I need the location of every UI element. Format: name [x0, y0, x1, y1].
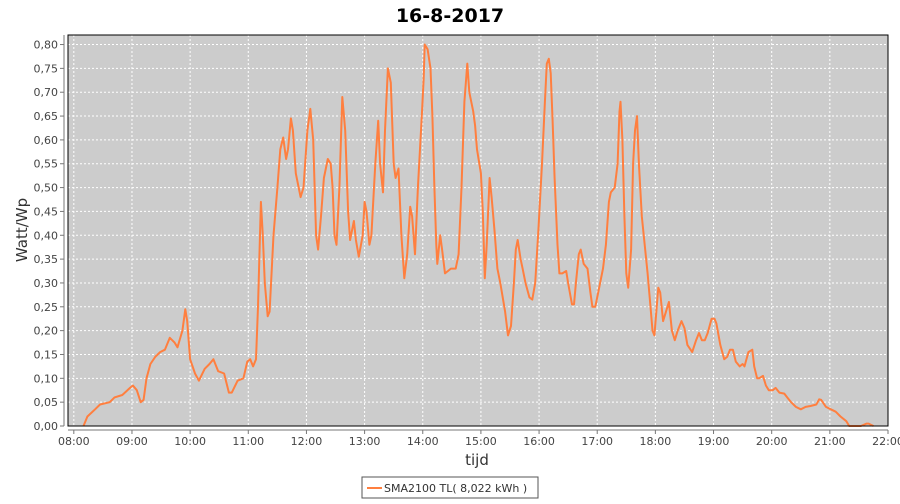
plot-area [68, 35, 888, 426]
x-tick-label: 17:00 [581, 435, 613, 448]
legend-label: SMA2100 TL( 8,022 kWh ) [384, 482, 527, 495]
x-tick-label: 21:00 [814, 435, 846, 448]
x-tick-label: 22:00 [872, 435, 900, 448]
legend: SMA2100 TL( 8,022 kWh ) [361, 476, 539, 499]
x-tick-label: 09:00 [116, 435, 148, 448]
y-axis-ticks: 0,00 0,05 0,10 0,15 0,20 0,25 0,30 0,35 0,40 0,45… [34, 39, 64, 433]
y-tick-label: 0,70 [34, 86, 59, 99]
y-tick-label: 0,55 [34, 158, 59, 171]
y-tick-label: 0,80 [34, 39, 59, 52]
x-tick-label: 13:00 [349, 435, 381, 448]
x-tick-label: 18:00 [640, 435, 672, 448]
x-tick-label: 08:00 [58, 435, 90, 448]
y-tick-label: 0,60 [34, 134, 59, 147]
x-tick-label: 12:00 [291, 435, 323, 448]
x-tick-label: 19:00 [698, 435, 730, 448]
series-line-sma2100 [82, 43, 874, 427]
y-tick-label: 0,00 [34, 420, 59, 433]
x-axis-label: tijd [465, 451, 489, 469]
y-tick-label: 0,10 [34, 372, 59, 385]
y-tick-label: 0,20 [34, 325, 59, 338]
x-tick-label: 15:00 [465, 435, 497, 448]
y-tick-label: 0,30 [34, 277, 59, 290]
y-tick-label: 0,40 [34, 229, 59, 242]
x-tick-label: 11:00 [232, 435, 264, 448]
y-tick-label: 0,45 [34, 205, 59, 218]
x-tick-label: 16:00 [523, 435, 555, 448]
y-tick-label: 0,35 [34, 253, 59, 266]
x-tick-label: 14:00 [407, 435, 439, 448]
x-tick-label: 10:00 [174, 435, 206, 448]
y-axis-label: Watt/Wp [13, 198, 31, 262]
y-tick-label: 0,50 [34, 182, 59, 195]
y-tick-label: 0,25 [34, 301, 59, 314]
plot-border [67, 34, 889, 427]
x-axis-ticks: 08:00 09:00 10:00 11:00 12:00 13:00 14:00 15:00… [58, 430, 900, 448]
chart-title: 16-8-2017 [396, 5, 504, 27]
y-tick-label: 0,15 [34, 348, 59, 361]
y-tick-label: 0,75 [34, 62, 59, 75]
legend-box [361, 476, 539, 499]
x-tick-label: 20:00 [756, 435, 788, 448]
y-tick-label: 0,05 [34, 396, 59, 409]
y-tick-label: 0,65 [34, 110, 59, 123]
